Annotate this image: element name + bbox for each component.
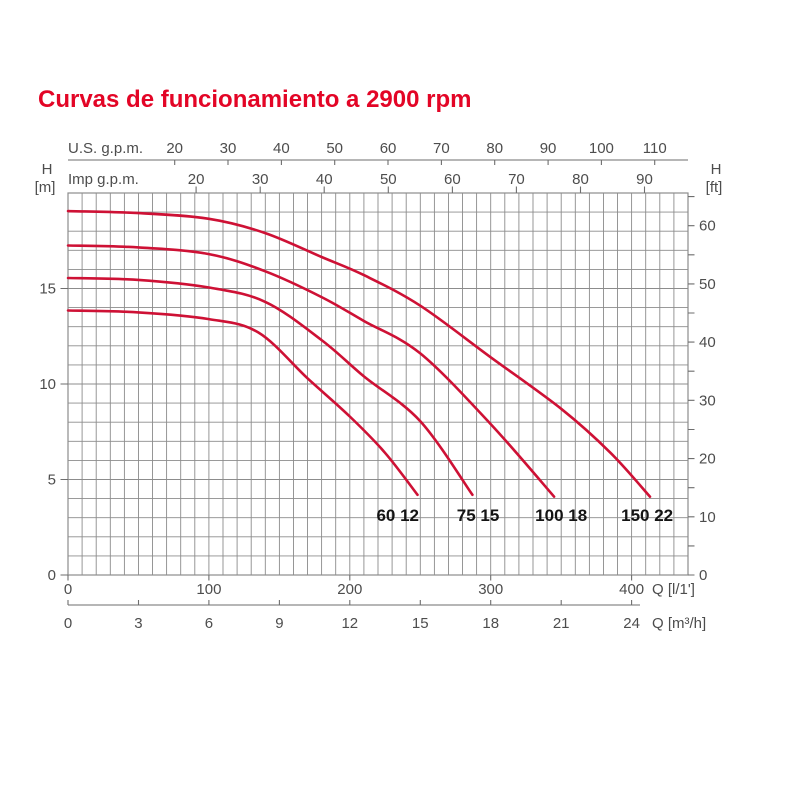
imp-gpm-axis-ticks bbox=[195, 186, 646, 193]
imp-gpm-tick-label: 70 bbox=[508, 171, 525, 188]
h-m-tick-label: 15 bbox=[39, 281, 56, 298]
q-m3h-tick-label: 0 bbox=[64, 615, 72, 632]
h-ft-tick-label: 30 bbox=[699, 392, 716, 409]
imp-gpm-tick-label: 90 bbox=[636, 171, 653, 188]
h-ft-tick-label: 20 bbox=[699, 451, 716, 468]
us-gpm-tick-label: 40 bbox=[273, 140, 290, 157]
h-ft-tick-label: 0 bbox=[699, 567, 707, 584]
q-m3h-tick-label: 3 bbox=[134, 615, 142, 632]
q-m3h-axis-line bbox=[67, 600, 640, 606]
pump-curve-150-22 bbox=[66, 209, 652, 498]
h-ft-tick-label: 10 bbox=[699, 509, 716, 526]
q-m3h-tick-label: 6 bbox=[205, 615, 213, 632]
us-gpm-tick-label: 30 bbox=[220, 140, 237, 157]
h-ft-axis-title-unit: [ft] bbox=[706, 179, 723, 196]
q-lmin-axis-ticks bbox=[67, 575, 633, 581]
q-lmin-tick-label: 0 bbox=[64, 581, 72, 598]
imp-gpm-tick-label: 30 bbox=[252, 171, 269, 188]
imp-gpm-tick-label: 40 bbox=[316, 171, 333, 188]
h-m-axis-title: H bbox=[42, 161, 53, 178]
h-ft-axis-title: H bbox=[711, 161, 722, 178]
us-gpm-tick-label: 110 bbox=[643, 140, 667, 157]
imp-gpm-axis-title: Imp g.p.m. bbox=[68, 171, 139, 188]
q-lmin-tick-label: 100 bbox=[196, 581, 221, 598]
q-m3h-tick-label: 18 bbox=[482, 615, 499, 632]
curve-label-100-18: 100 18 bbox=[535, 506, 587, 525]
h-ft-tick-label: 60 bbox=[699, 218, 716, 235]
us-gpm-tick-label: 20 bbox=[166, 140, 183, 157]
us-gpm-tick-label: 50 bbox=[326, 140, 343, 157]
us-gpm-axis-line bbox=[68, 159, 688, 165]
imp-gpm-tick-label: 60 bbox=[444, 171, 461, 188]
h-m-tick-label: 5 bbox=[48, 472, 56, 489]
q-m3h-axis-title: Q [m³/h] bbox=[652, 615, 706, 632]
us-gpm-tick-label: 70 bbox=[433, 140, 450, 157]
q-lmin-tick-label: 300 bbox=[478, 581, 503, 598]
curve-label-150-22: 150 22 bbox=[621, 506, 673, 525]
h-m-axis-ticks bbox=[60, 287, 68, 576]
q-m3h-tick-label: 24 bbox=[623, 615, 640, 632]
h-ft-axis-ticks bbox=[688, 196, 695, 576]
q-m3h-tick-label: 15 bbox=[412, 615, 429, 632]
q-m3h-tick-label: 9 bbox=[275, 615, 283, 632]
q-lmin-axis-title: Q [l/1'] bbox=[652, 581, 695, 598]
curve-label-75-15: 75 15 bbox=[457, 506, 500, 525]
q-m3h-tick-label: 12 bbox=[341, 615, 358, 632]
pump-curve-60-12 bbox=[66, 309, 419, 497]
us-gpm-axis-title: U.S. g.p.m. bbox=[68, 140, 143, 157]
pump-curve-75-15 bbox=[66, 276, 474, 497]
h-m-tick-label: 10 bbox=[39, 376, 56, 393]
h-m-axis-title-unit: [m] bbox=[35, 179, 56, 196]
q-m3h-tick-label: 21 bbox=[553, 615, 570, 632]
h-ft-tick-label: 40 bbox=[699, 334, 716, 351]
us-gpm-tick-label: 60 bbox=[380, 140, 397, 157]
curve-label-60-12: 60 12 bbox=[376, 506, 419, 525]
h-m-tick-label: 0 bbox=[48, 567, 56, 584]
us-gpm-tick-label: 90 bbox=[540, 140, 557, 157]
imp-gpm-tick-label: 50 bbox=[380, 171, 397, 188]
q-lmin-tick-label: 400 bbox=[619, 581, 644, 598]
us-gpm-tick-label: 80 bbox=[486, 140, 503, 157]
q-lmin-tick-label: 200 bbox=[337, 581, 362, 598]
imp-gpm-tick-label: 20 bbox=[188, 171, 205, 188]
pump-curve-100-18 bbox=[66, 244, 556, 498]
chart-title: Curvas de funcionamiento a 2900 rpm bbox=[38, 86, 472, 113]
h-ft-tick-label: 50 bbox=[699, 276, 716, 293]
imp-gpm-tick-label: 80 bbox=[572, 171, 589, 188]
us-gpm-tick-label: 100 bbox=[589, 140, 614, 157]
